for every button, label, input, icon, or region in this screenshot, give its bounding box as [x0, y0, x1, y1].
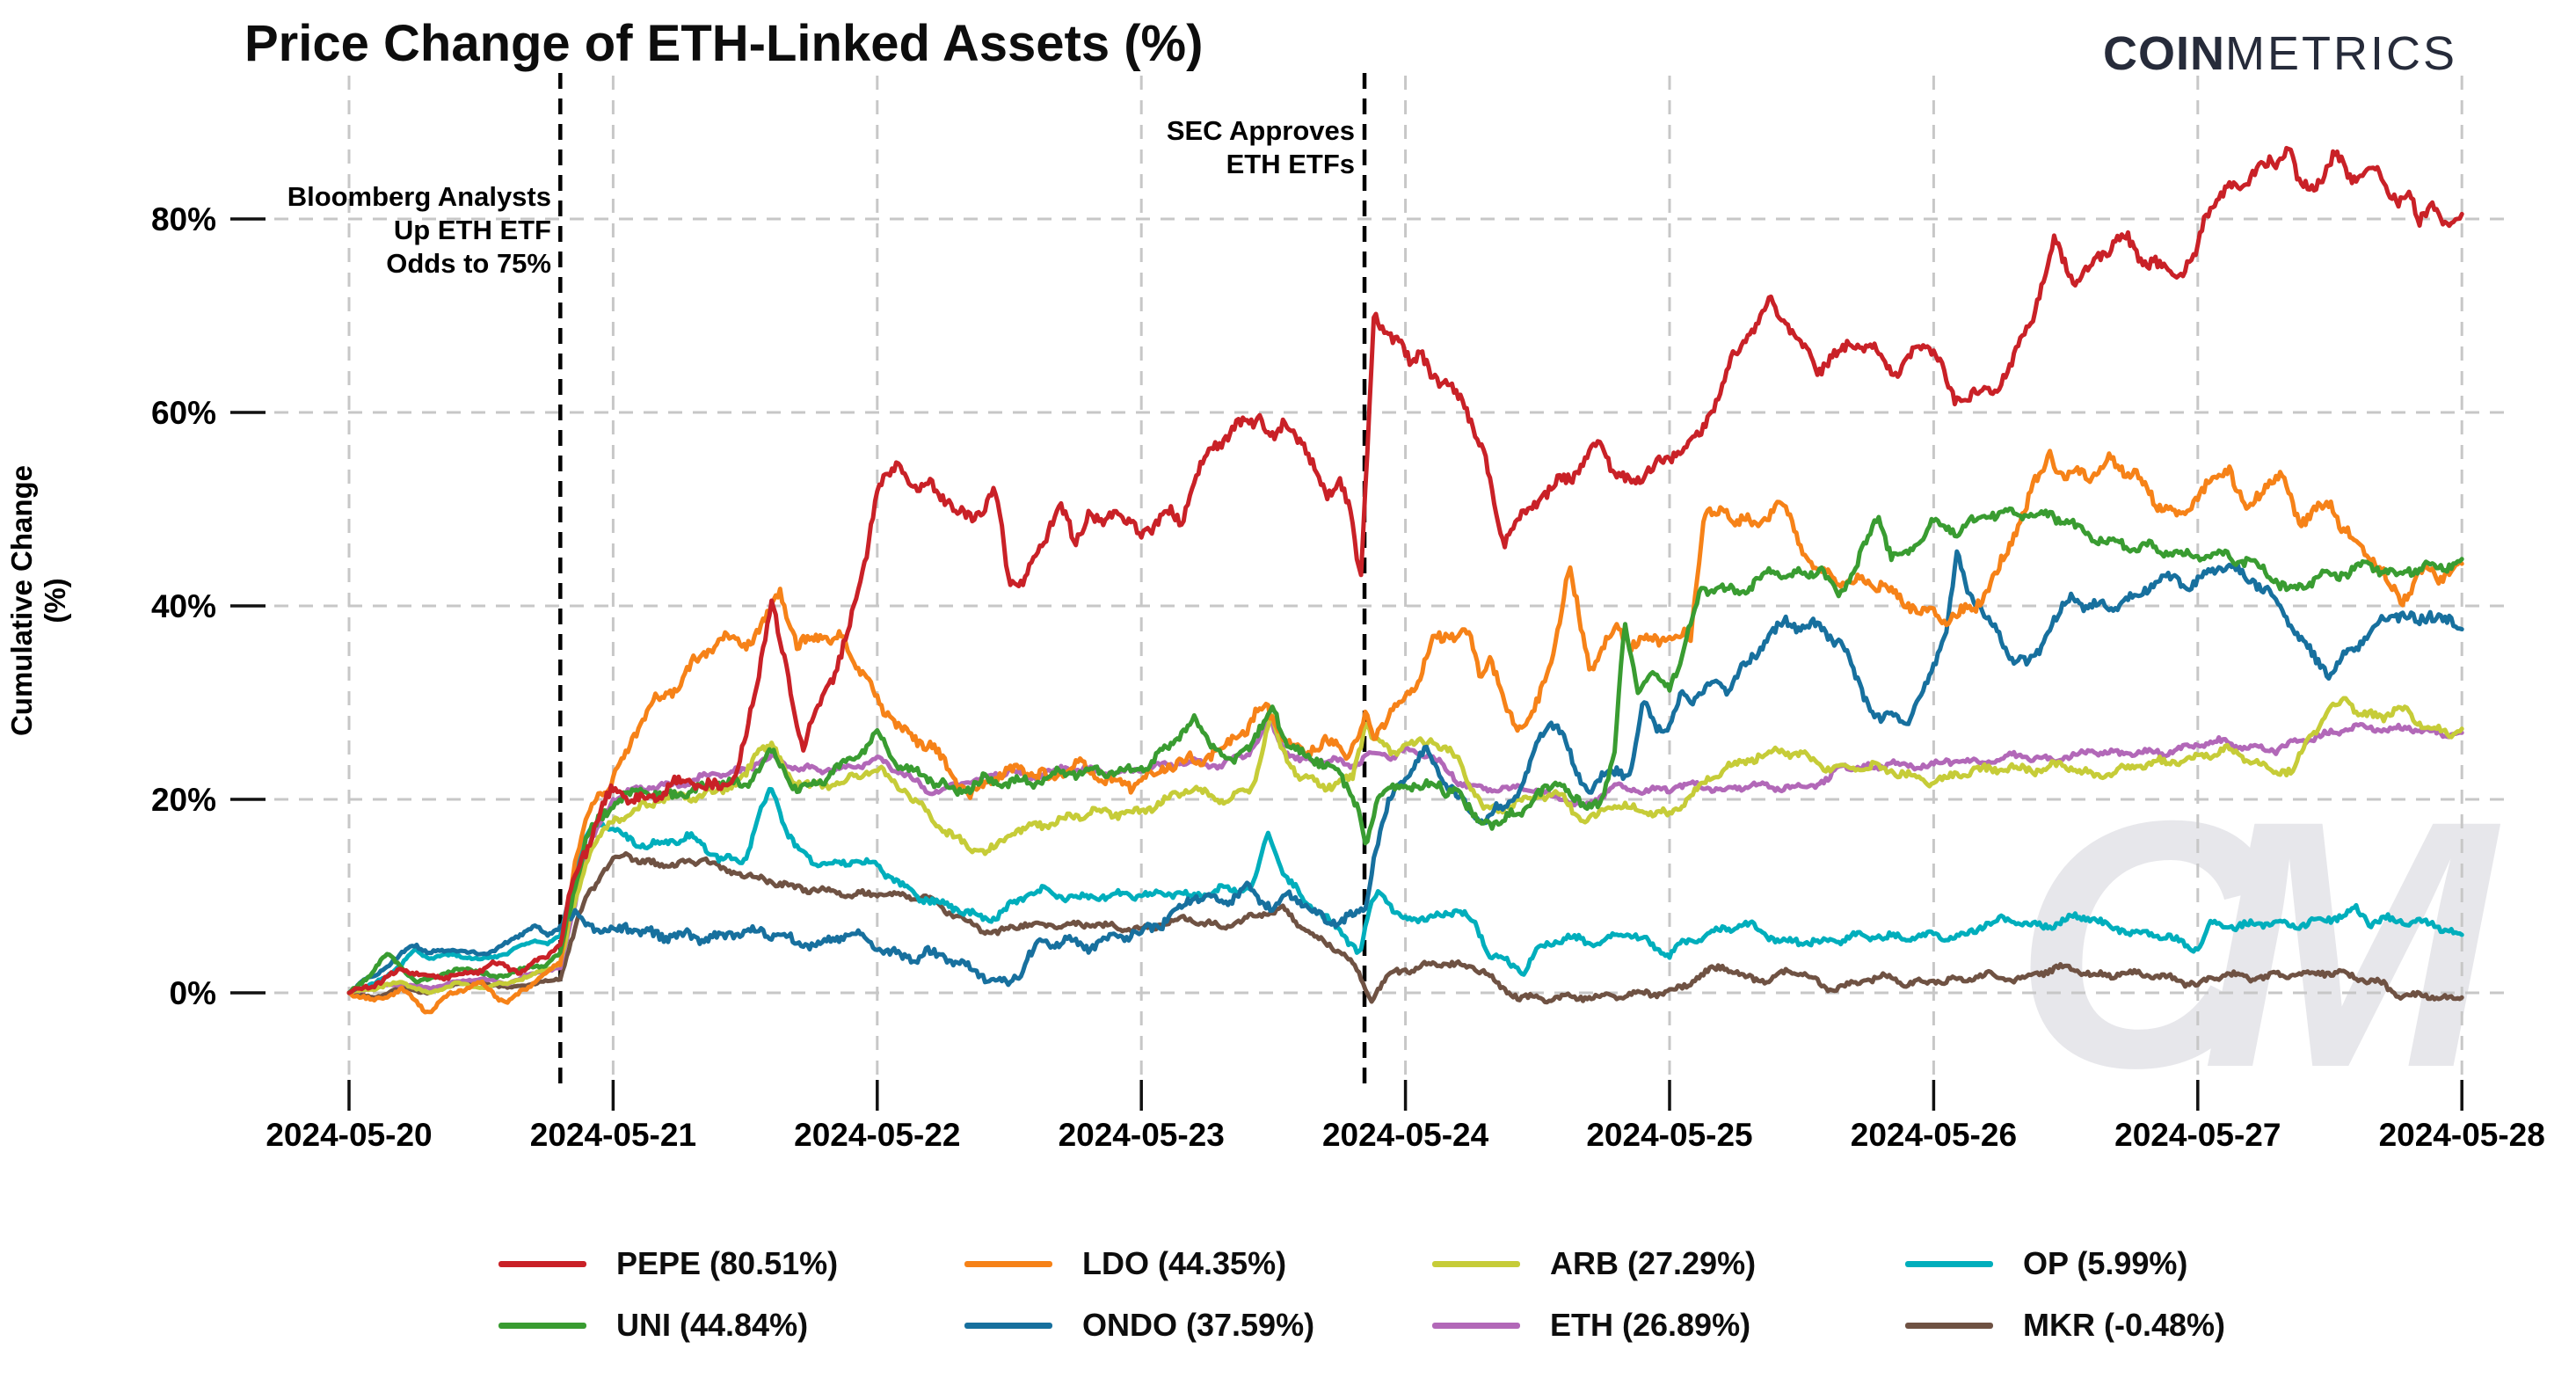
y-tick-label: 20% [151, 782, 216, 818]
x-tick-label: 2024-05-22 [794, 1117, 960, 1153]
x-tick-label: 2024-05-24 [1322, 1117, 1489, 1153]
y-tick-label: 80% [151, 201, 216, 237]
legend-swatch-uni [498, 1322, 586, 1329]
legend-label-arb: ARB (27.29%) [1550, 1245, 1757, 1281]
series-line-op [346, 786, 2464, 995]
logo-coin: COIN [2103, 27, 2225, 80]
legend-label-mkr: MKR (-0.48%) [2023, 1307, 2226, 1343]
series-line-mkr [346, 850, 2464, 1005]
y-tick-label: 0% [170, 975, 216, 1011]
series-line-pepe [346, 145, 2464, 995]
legend-swatch-arb [1432, 1260, 1520, 1267]
x-tick-label: 2024-05-20 [266, 1117, 432, 1153]
annotation-line: Odds to 75% [386, 248, 551, 279]
logo-metrics: METRICS [2225, 27, 2457, 80]
y-tick-label: 40% [151, 588, 216, 624]
series-line-ondo [346, 549, 2464, 995]
chart-legend: PEPE (80.51%) UNI (44.84%) LDO (44.35%) OND… [0, 1238, 2576, 1370]
legend-item-ldo: LDO (44.35%) [964, 1243, 1286, 1285]
legend-label-uni: UNI (44.84%) [616, 1307, 809, 1343]
annotation-line: Bloomberg Analysts [287, 181, 551, 212]
x-tick-label: 2024-05-28 [2379, 1117, 2545, 1153]
page-title: Price Change of ETH-Linked Assets (%) [244, 15, 1204, 72]
legend-item-arb: ARB (27.29%) [1432, 1243, 1756, 1285]
series-line-arb [346, 696, 2464, 995]
legend-swatch-mkr [1905, 1322, 1993, 1329]
coinmetrics-logo: COINMETRICS [2103, 26, 2457, 81]
x-tick-label: 2024-05-27 [2114, 1117, 2281, 1153]
x-tick-label: 2024-05-25 [1586, 1117, 1752, 1153]
axis-ticks [230, 217, 2463, 1111]
legend-swatch-eth [1432, 1322, 1520, 1329]
x-tick-label: 2024-05-21 [530, 1117, 696, 1153]
y-tick-label: 60% [151, 395, 216, 431]
legend-swatch-ondo [964, 1322, 1052, 1329]
y-axis-title: Cumulative Change (%) [5, 464, 71, 737]
series-line-uni [346, 506, 2464, 995]
legend-item-eth: ETH (26.89%) [1432, 1304, 1750, 1346]
legend-item-mkr: MKR (-0.48%) [1905, 1304, 2225, 1346]
watermark-cm-logo: CM [2013, 747, 2504, 1141]
legend-item-op: OP (5.99%) [1905, 1243, 2187, 1285]
legend-label-op: OP (5.99%) [2023, 1245, 2188, 1281]
x-tick-label: 2024-05-23 [1059, 1117, 1225, 1153]
annotation-line: ETH ETFs [1226, 149, 1355, 179]
legend-swatch-pepe [498, 1260, 586, 1267]
annotation-sec-approval: SEC Approves ETH ETFs [1167, 114, 1355, 181]
legend-swatch-op [1905, 1260, 1993, 1267]
series-line-ldo [346, 448, 2464, 1015]
legend-label-eth: ETH (26.89%) [1550, 1307, 1751, 1343]
legend-swatch-ldo [964, 1260, 1052, 1267]
annotation-bloomberg-odds: Bloomberg Analysts Up ETH ETF Odds to 75… [287, 180, 551, 281]
legend-item-pepe: PEPE (80.51%) [498, 1243, 838, 1285]
legend-item-ondo: ONDO (37.59%) [964, 1304, 1314, 1346]
legend-item-uni: UNI (44.84%) [498, 1304, 808, 1346]
x-tick-label: 2024-05-26 [1851, 1117, 2017, 1153]
legend-label-ldo: LDO (44.35%) [1082, 1245, 1287, 1281]
legend-label-pepe: PEPE (80.51%) [616, 1245, 839, 1281]
legend-label-ondo: ONDO (37.59%) [1082, 1307, 1315, 1343]
annotation-line: SEC Approves [1166, 115, 1355, 146]
annotation-line: Up ETH ETF [393, 215, 551, 245]
